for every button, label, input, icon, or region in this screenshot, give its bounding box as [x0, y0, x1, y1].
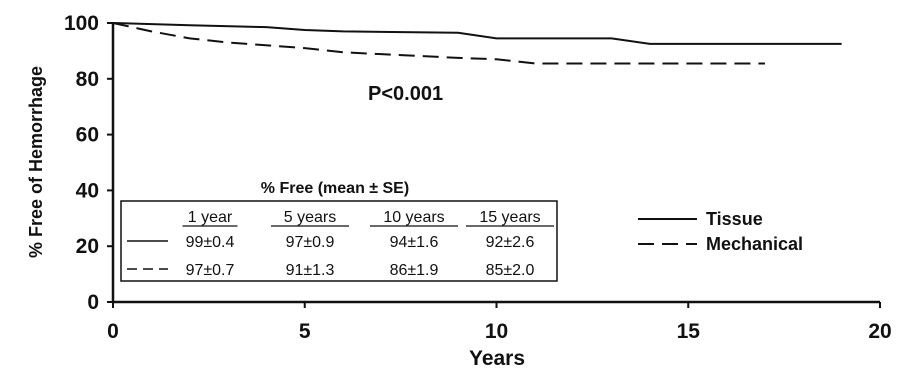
table-cell: 92±2.6 — [486, 234, 535, 251]
series-line-mechanical — [112, 22, 765, 65]
x-tick-label: 15 — [677, 320, 701, 343]
x-axis-label: Years — [469, 347, 525, 370]
legend-label: Mechanical — [706, 234, 803, 254]
x-tick-label: 20 — [868, 320, 891, 343]
x-tick-label: 5 — [299, 320, 311, 343]
y-axis-label: % Free of Hemorrhage — [26, 66, 46, 258]
y-ticks: 0 20 40 60 80 100 — [64, 12, 113, 314]
table-cell: 85±2.0 — [486, 262, 535, 279]
table-cell: 94±1.6 — [390, 234, 439, 251]
table-cell: 86±1.9 — [390, 262, 439, 279]
table-column-header: 1 year — [188, 209, 233, 226]
legend-label: Tissue — [706, 209, 763, 229]
y-tick-label: 60 — [76, 124, 99, 147]
y-tick-label: 100 — [64, 12, 99, 35]
table-body: 1 year 5 years 10 years 15 years 99±0.4 97±0.… — [127, 209, 554, 279]
y-tick-label: 80 — [76, 68, 99, 91]
table-frame — [120, 200, 558, 282]
table-column-header: 10 years — [383, 209, 444, 226]
table-cell: 99±0.4 — [186, 234, 235, 251]
summary-table: % Free (mean ± SE) 1 year 5 years 10 years… — [120, 180, 558, 282]
series-layer — [112, 22, 842, 65]
table-cell: 97±0.7 — [186, 262, 235, 279]
table-cell: 97±0.9 — [286, 234, 335, 251]
y-tick-label: 20 — [76, 235, 99, 258]
table-column-header: 15 years — [479, 209, 540, 226]
y-tick-label: 40 — [76, 179, 99, 202]
table-column-header: 5 years — [284, 209, 336, 226]
y-tick-label: 0 — [87, 291, 99, 314]
x-ticks: 0 5 10 15 20 — [107, 302, 892, 343]
p-value-annotation: P<0.001 — [368, 83, 443, 105]
x-tick-label: 10 — [485, 320, 508, 343]
table-title: % Free (mean ± SE) — [261, 180, 409, 197]
legend: Tissue Mechanical — [638, 209, 803, 254]
table-cell: 91±1.3 — [286, 262, 335, 279]
series-line-tissue — [112, 22, 842, 45]
x-tick-label: 0 — [107, 320, 119, 343]
